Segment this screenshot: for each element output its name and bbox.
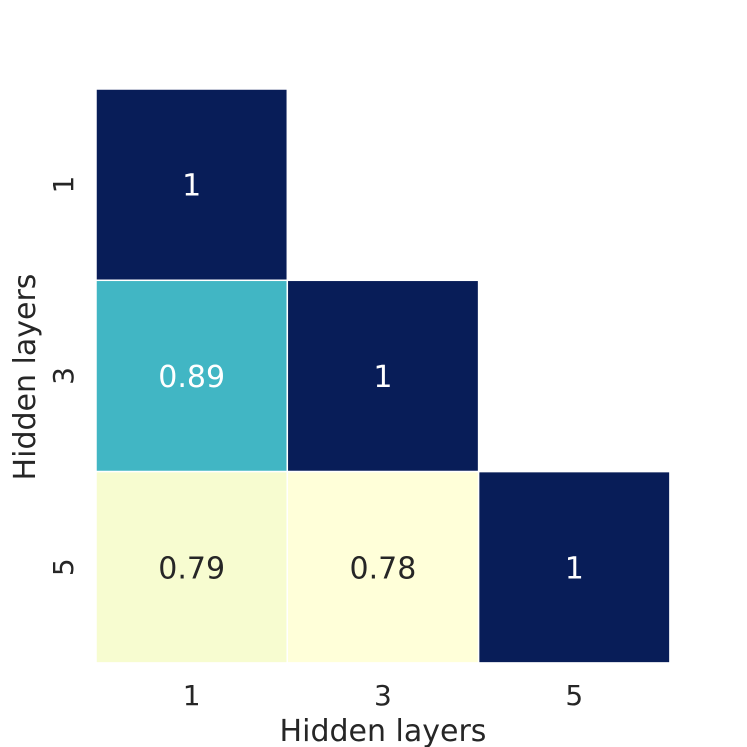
- cell-value-label: 0.78: [350, 551, 417, 586]
- y-tick-label: 1: [47, 176, 80, 194]
- cell-value-label: 0.79: [158, 551, 225, 586]
- cell-value-label: 0.89: [158, 360, 225, 395]
- y-axis-label: Hidden layers: [8, 274, 43, 481]
- heatmap-cell-r2-c0: [95, 470, 289, 664]
- y-tick-label: 5: [47, 558, 80, 576]
- heatmap-cell-r1-c1: [286, 279, 480, 473]
- cell-value-label: 1: [182, 169, 201, 204]
- x-tick-label: 5: [565, 679, 583, 712]
- cell-value-label: 1: [373, 360, 392, 395]
- y-axis-ticks: 1 3 5: [47, 176, 80, 576]
- x-axis-ticks: 1 3 5: [183, 679, 583, 712]
- heatmap-cells: 1 0.89 1 0.79 0.78 1: [95, 88, 671, 664]
- y-tick-label: 3: [47, 367, 80, 385]
- heatmap-cell-r2-c1: [286, 470, 480, 664]
- x-axis-label: Hidden layers: [280, 714, 487, 747]
- heatmap-cell-r0-c0: [95, 88, 289, 282]
- x-tick-label: 3: [374, 679, 392, 712]
- x-tick-label: 1: [183, 679, 201, 712]
- heatmap-cell-r1-c0: [95, 279, 289, 473]
- heatmap-cell-r2-c2: [477, 470, 671, 664]
- cell-value-label: 1: [565, 551, 584, 586]
